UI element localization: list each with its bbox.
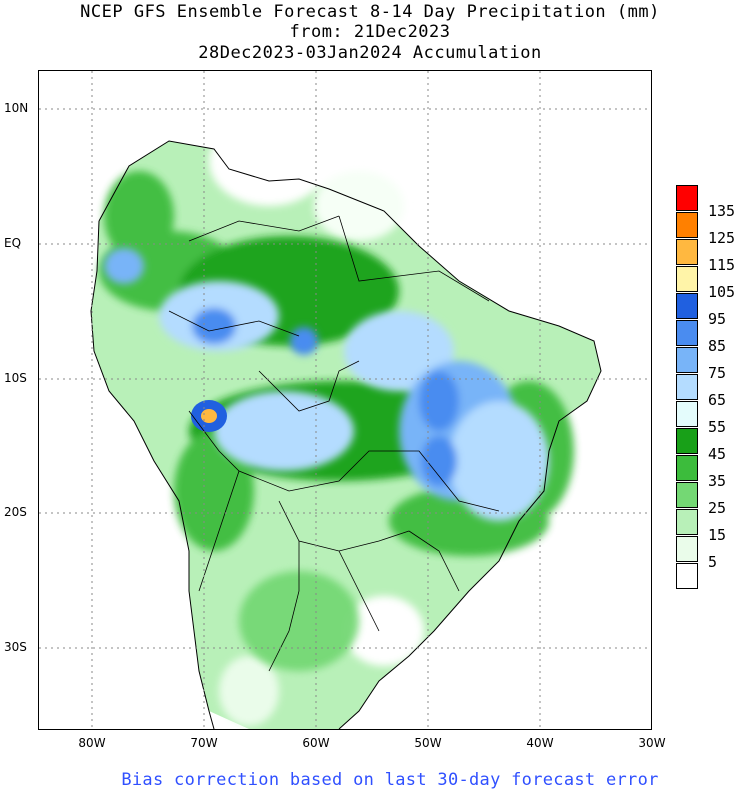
high-precip-central — [344, 311, 454, 391]
high-precip-core-4 — [290, 327, 318, 355]
high-precip-goias — [449, 401, 549, 521]
high-precip-core-1 — [419, 371, 459, 431]
lat-label-20s: 20S — [4, 505, 27, 519]
legend-value: 125 — [708, 229, 736, 247]
legend-swatch — [676, 212, 698, 238]
legend-swatch — [676, 374, 698, 400]
high-precip-core-3 — [192, 308, 236, 344]
band-andes — [174, 431, 254, 551]
high-precip-nw — [104, 248, 144, 284]
legend-value: 135 — [708, 202, 736, 220]
lat-label-10s: 10S — [4, 371, 27, 385]
lat-label-eq: EQ — [4, 236, 22, 250]
band-south-mid — [239, 571, 359, 671]
lat-label-10n: 10N — [4, 101, 29, 115]
lat-label-30s: 30S — [4, 640, 27, 654]
dry-area-guianas — [209, 116, 329, 206]
legend-value: 105 — [708, 283, 736, 301]
legend-swatch — [676, 536, 698, 562]
legend-swatch — [676, 239, 698, 265]
precipitation-map — [38, 70, 652, 730]
legend-value: 25 — [708, 499, 727, 517]
legend-swatch — [676, 455, 698, 481]
legend-swatch — [676, 563, 698, 589]
dry-area-north — [314, 171, 404, 241]
accumulation-period: 28Dec2023-03Jan2024 Accumulation — [198, 43, 542, 63]
legend-swatch — [676, 320, 698, 346]
bias-correction-note: Bias correction based on last 30-day for… — [121, 770, 659, 790]
legend-swatch — [676, 185, 698, 211]
legend-value: 115 — [708, 256, 736, 274]
lon-label-30w: 30W — [638, 736, 666, 750]
lon-label-40w: 40W — [526, 736, 554, 750]
legend-swatch — [676, 482, 698, 508]
legend-value: 75 — [708, 364, 727, 382]
lon-label-80w: 80W — [78, 736, 106, 750]
legend-swatch — [676, 347, 698, 373]
legend-value: 55 — [708, 418, 727, 436]
legend-value: 45 — [708, 445, 727, 463]
lon-label-70w: 70W — [190, 736, 218, 750]
lon-label-60w: 60W — [302, 736, 330, 750]
legend-value: 15 — [708, 526, 727, 544]
legend-value: 95 — [708, 310, 727, 328]
forecast-date: from: 21Dec2023 — [289, 22, 451, 42]
dry-area-patagonia — [219, 656, 279, 726]
legend-value: 85 — [708, 337, 727, 355]
map-grid — [39, 71, 651, 729]
country-borders — [168, 215, 500, 672]
legend-swatch — [676, 509, 698, 535]
legend-value: 65 — [708, 391, 727, 409]
coastline — [98, 140, 602, 729]
band-colombia — [104, 171, 174, 261]
legend-swatch — [676, 401, 698, 427]
legend-swatch — [676, 428, 698, 454]
legend-value: 35 — [708, 472, 727, 490]
high-precip-core-2 — [421, 436, 457, 486]
peak-precip-cell — [201, 409, 217, 423]
high-precip-bolivia — [214, 391, 354, 471]
map-title: NCEP GFS Ensemble Forecast 8-14 Day Prec… — [80, 2, 660, 22]
legend-swatch — [676, 293, 698, 319]
lon-label-50w: 50W — [414, 736, 442, 750]
legend-swatch — [676, 266, 698, 292]
legend-value: 5 — [708, 553, 718, 571]
